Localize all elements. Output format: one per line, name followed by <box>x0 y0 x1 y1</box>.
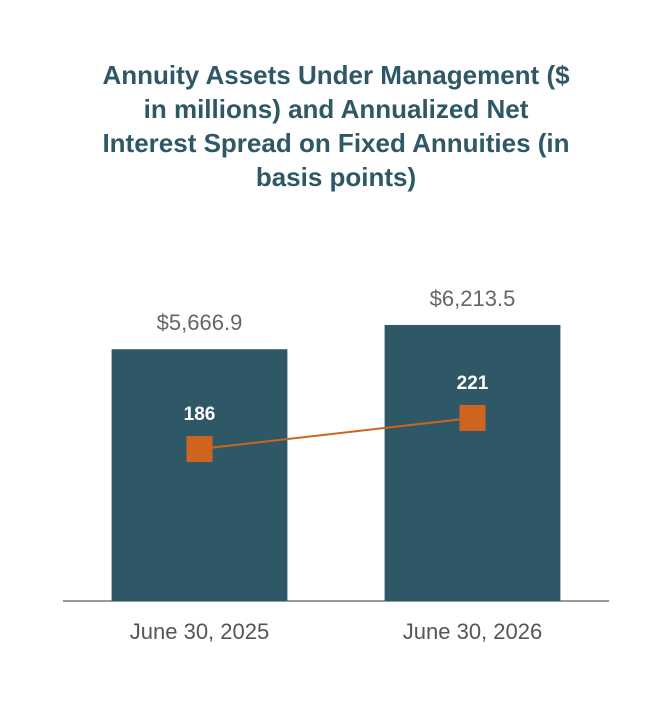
bar <box>111 349 288 601</box>
x-tick-label: June 30, 2025 <box>130 619 269 644</box>
bar-value-label: $6,213.5 <box>430 286 516 311</box>
line <box>199 416 473 451</box>
chart-title: Annuity Assets Under Management ($ in mi… <box>102 60 570 192</box>
line-marker <box>186 436 213 463</box>
x-tick-label: June 30, 2026 <box>403 619 542 644</box>
bar-value-label: $5,666.9 <box>157 310 243 335</box>
line-value-label: 186 <box>184 404 216 425</box>
bar <box>384 324 561 601</box>
line-marker <box>459 404 486 431</box>
line-value-label: 221 <box>457 373 489 394</box>
